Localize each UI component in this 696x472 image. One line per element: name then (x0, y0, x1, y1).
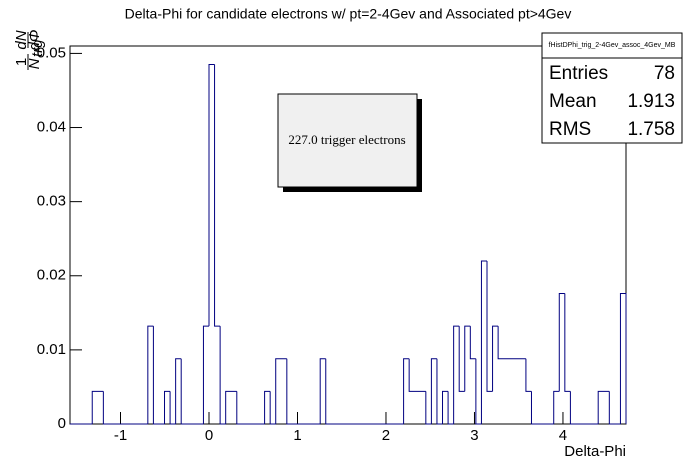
histogram-bin (202, 325, 209, 424)
histogram-bin (469, 326, 476, 360)
histogram-bin (264, 390, 271, 424)
histogram-bin (147, 325, 154, 424)
y-tick-label: 0 (58, 415, 66, 432)
y-label-denominator: N (26, 58, 43, 69)
histogram-bin (319, 358, 326, 424)
histogram-bin (175, 358, 182, 424)
histogram-bin (564, 293, 571, 392)
histogram-bin (480, 260, 487, 424)
stats-title: fHistDPhi_trig_2-4Gev_assoc_4Gev_MB (549, 42, 676, 49)
histogram-bin (436, 358, 443, 425)
stats-label: Entries (549, 63, 608, 84)
histogram-bin (530, 391, 554, 425)
annotation-box (277, 93, 418, 188)
histogram-bin (91, 390, 104, 424)
stats-value: 78 (654, 63, 675, 84)
histogram-bin (497, 326, 526, 360)
y-axis-label: 1 N trg dN dΦ (13, 30, 46, 70)
histogram-bin (464, 325, 471, 392)
chart-title: Delta-Phi for candidate electrons w/ pt=… (125, 6, 572, 22)
histogram-bin (219, 326, 226, 425)
histogram-bin (208, 64, 215, 327)
histogram-bin (525, 358, 532, 392)
annotation: 227.0 trigger electrons (288, 132, 405, 147)
y-label-dphi: dΦ (26, 30, 43, 51)
histogram-bin (225, 390, 237, 424)
histogram-bin (164, 390, 171, 424)
histogram-bin (236, 391, 265, 425)
x-tick-label: -1 (114, 427, 127, 444)
histogram-bin (180, 358, 204, 425)
histogram-bin (619, 293, 627, 424)
x-tick-label: 4 (559, 427, 567, 444)
histogram-bin (475, 358, 482, 425)
histogram-bin (558, 293, 565, 392)
histogram-bin (275, 358, 287, 424)
histogram-bin (169, 391, 176, 425)
histogram-bin (442, 390, 449, 424)
histogram-bin (553, 390, 560, 424)
stats-value: 1.758 (627, 119, 675, 140)
stats-label: Mean (549, 91, 597, 112)
x-axis-label: Delta-Phi (564, 443, 626, 460)
histogram-bin (325, 358, 404, 425)
stats-box (541, 32, 683, 144)
histogram-bin (569, 391, 599, 425)
histogram-bin (425, 391, 432, 425)
histogram-bin (430, 358, 437, 424)
x-tick-label: 1 (293, 427, 301, 444)
y-tick-label: 0.05 (37, 44, 66, 61)
y-tick-label: 0.04 (37, 118, 66, 135)
histogram-bin (608, 391, 621, 425)
x-tick-label: 2 (382, 427, 390, 444)
stats-value: 1.913 (627, 91, 675, 112)
y-label-dn: dN (13, 30, 30, 49)
stats-label: RMS (549, 119, 591, 140)
y-label-numerator: 1 (13, 58, 30, 66)
histogram-bin (214, 64, 221, 327)
x-tick-label: 0 (205, 427, 213, 444)
histogram-bin (269, 391, 276, 425)
y-tick-label: 0.03 (37, 193, 66, 210)
histogram-bin (492, 325, 499, 392)
histogram-bin (597, 390, 610, 424)
histogram-bin (453, 325, 460, 424)
histogram-bin (286, 358, 321, 425)
histogram-bin (403, 358, 410, 424)
y-label-subscript: trg (29, 39, 46, 57)
histogram-bin (152, 326, 165, 425)
histogram-bin (447, 391, 454, 425)
histogram-bin (102, 391, 148, 425)
y-tick-label: 0.01 (37, 341, 66, 358)
x-tick-label: 3 (470, 427, 478, 444)
y-tick-label: 0.02 (37, 267, 66, 284)
histogram-bin (486, 260, 493, 392)
histogram-bin (408, 358, 426, 392)
histogram-bin (458, 326, 465, 392)
